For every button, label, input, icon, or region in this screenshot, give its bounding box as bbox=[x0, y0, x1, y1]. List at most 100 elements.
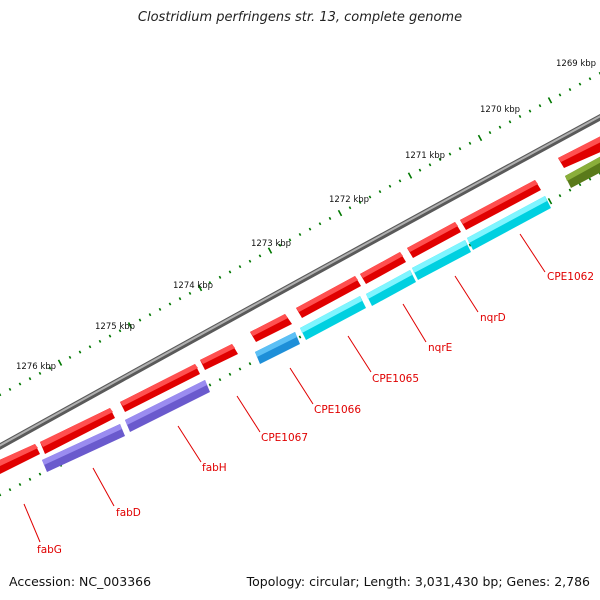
minor-tick bbox=[578, 82, 582, 86]
minor-tick bbox=[278, 243, 282, 247]
gene-label: fabH bbox=[202, 462, 227, 474]
forward-genes bbox=[0, 136, 600, 474]
gene-leader-lines bbox=[23, 233, 546, 543]
minor-tick bbox=[188, 291, 192, 295]
gene-label: CPE1066 bbox=[314, 404, 361, 416]
gene-block bbox=[200, 344, 235, 364]
gene-block bbox=[40, 408, 113, 447]
gene-label: nqrD bbox=[480, 312, 506, 324]
scale-label: 1270 kbp bbox=[480, 105, 520, 115]
minor-tick bbox=[288, 238, 292, 242]
gene-block bbox=[467, 196, 547, 243]
leader-line bbox=[236, 395, 261, 433]
scale-label: 1275 kbp bbox=[95, 322, 135, 332]
gene-block bbox=[250, 314, 288, 336]
minor-tick bbox=[578, 183, 582, 187]
minor-tick bbox=[388, 184, 392, 188]
scale-label: 1274 kbp bbox=[173, 281, 213, 291]
minor-tick bbox=[0, 393, 2, 397]
minor-tick bbox=[468, 141, 472, 145]
minor-tick bbox=[118, 329, 122, 333]
minor-tick bbox=[38, 472, 42, 476]
major-tick bbox=[267, 247, 273, 254]
leader-line bbox=[519, 233, 546, 273]
leader-line bbox=[92, 467, 115, 507]
gene-label: fabD bbox=[116, 507, 141, 519]
topology-text: Topology: circular; Length: 3,031,430 bp… bbox=[246, 574, 590, 589]
minor-tick bbox=[318, 222, 322, 226]
minor-tick bbox=[428, 163, 432, 167]
minor-tick bbox=[398, 179, 402, 183]
major-tick bbox=[337, 209, 343, 217]
minor-tick bbox=[158, 307, 162, 311]
leader-line bbox=[23, 503, 41, 543]
gene-label: CPE1065 bbox=[372, 373, 419, 385]
major-tick bbox=[407, 172, 413, 179]
minor-tick bbox=[358, 200, 362, 204]
map-title: Clostridium perfringens str. 13, complet… bbox=[137, 10, 463, 25]
leader-line bbox=[177, 425, 202, 463]
major-tick bbox=[197, 284, 203, 292]
leader-line bbox=[289, 367, 314, 405]
minor-tick bbox=[518, 114, 522, 118]
gene-block bbox=[360, 252, 403, 278]
minor-tick bbox=[238, 265, 242, 269]
minor-tick bbox=[328, 216, 332, 220]
minor-tick bbox=[248, 259, 252, 263]
gene-block bbox=[460, 180, 538, 224]
reverse-genes bbox=[42, 156, 600, 472]
major-tick bbox=[477, 134, 483, 142]
minor-tick bbox=[298, 232, 302, 237]
minor-tick bbox=[138, 318, 142, 322]
minor-tick bbox=[68, 355, 72, 359]
minor-tick bbox=[18, 482, 22, 487]
gene-block bbox=[120, 364, 198, 406]
gene-label: nqrE bbox=[428, 342, 452, 354]
minor-tick bbox=[8, 387, 12, 391]
minor-tick bbox=[258, 254, 262, 258]
scale-label: 1276 kbp bbox=[16, 362, 56, 372]
minor-tick bbox=[378, 190, 382, 194]
minor-tick bbox=[458, 147, 462, 151]
accession-text: Accession: NC_003366 bbox=[9, 574, 152, 589]
minor-tick bbox=[448, 152, 452, 156]
major-tick bbox=[547, 197, 553, 205]
minor-tick bbox=[28, 477, 32, 481]
minor-tick bbox=[248, 362, 252, 366]
scale-label: 1273 kbp bbox=[251, 239, 291, 249]
minor-tick bbox=[418, 168, 422, 172]
minor-tick bbox=[108, 334, 112, 338]
minor-tick bbox=[528, 109, 532, 113]
minor-tick bbox=[538, 104, 542, 108]
leader-line bbox=[454, 275, 479, 313]
minor-tick bbox=[218, 275, 222, 279]
minor-tick bbox=[368, 195, 372, 199]
gene-label: CPE1062 bbox=[547, 271, 594, 283]
minor-tick bbox=[0, 493, 2, 497]
minor-tick bbox=[348, 206, 352, 210]
minor-tick bbox=[568, 88, 572, 92]
leader-line bbox=[347, 335, 372, 373]
minor-tick bbox=[18, 382, 22, 386]
minor-tick bbox=[78, 350, 82, 354]
minor-tick bbox=[438, 157, 442, 161]
gene-block bbox=[412, 240, 467, 273]
minor-tick bbox=[498, 125, 502, 129]
minor-tick bbox=[238, 367, 242, 371]
minor-tick bbox=[28, 377, 32, 381]
minor-tick bbox=[568, 188, 572, 192]
minor-tick bbox=[88, 345, 92, 349]
minor-tick bbox=[298, 335, 302, 339]
gene-block bbox=[558, 136, 600, 162]
gene-label: CPE1067 bbox=[261, 432, 308, 444]
gene-block bbox=[300, 296, 362, 333]
minor-tick bbox=[588, 77, 592, 81]
minor-tick bbox=[218, 378, 222, 382]
scale-label: 1271 kbp bbox=[405, 151, 445, 161]
minor-tick bbox=[558, 194, 562, 198]
minor-tick bbox=[308, 227, 312, 231]
scale-label: 1272 kbp bbox=[329, 195, 369, 205]
minor-tick bbox=[208, 281, 212, 285]
